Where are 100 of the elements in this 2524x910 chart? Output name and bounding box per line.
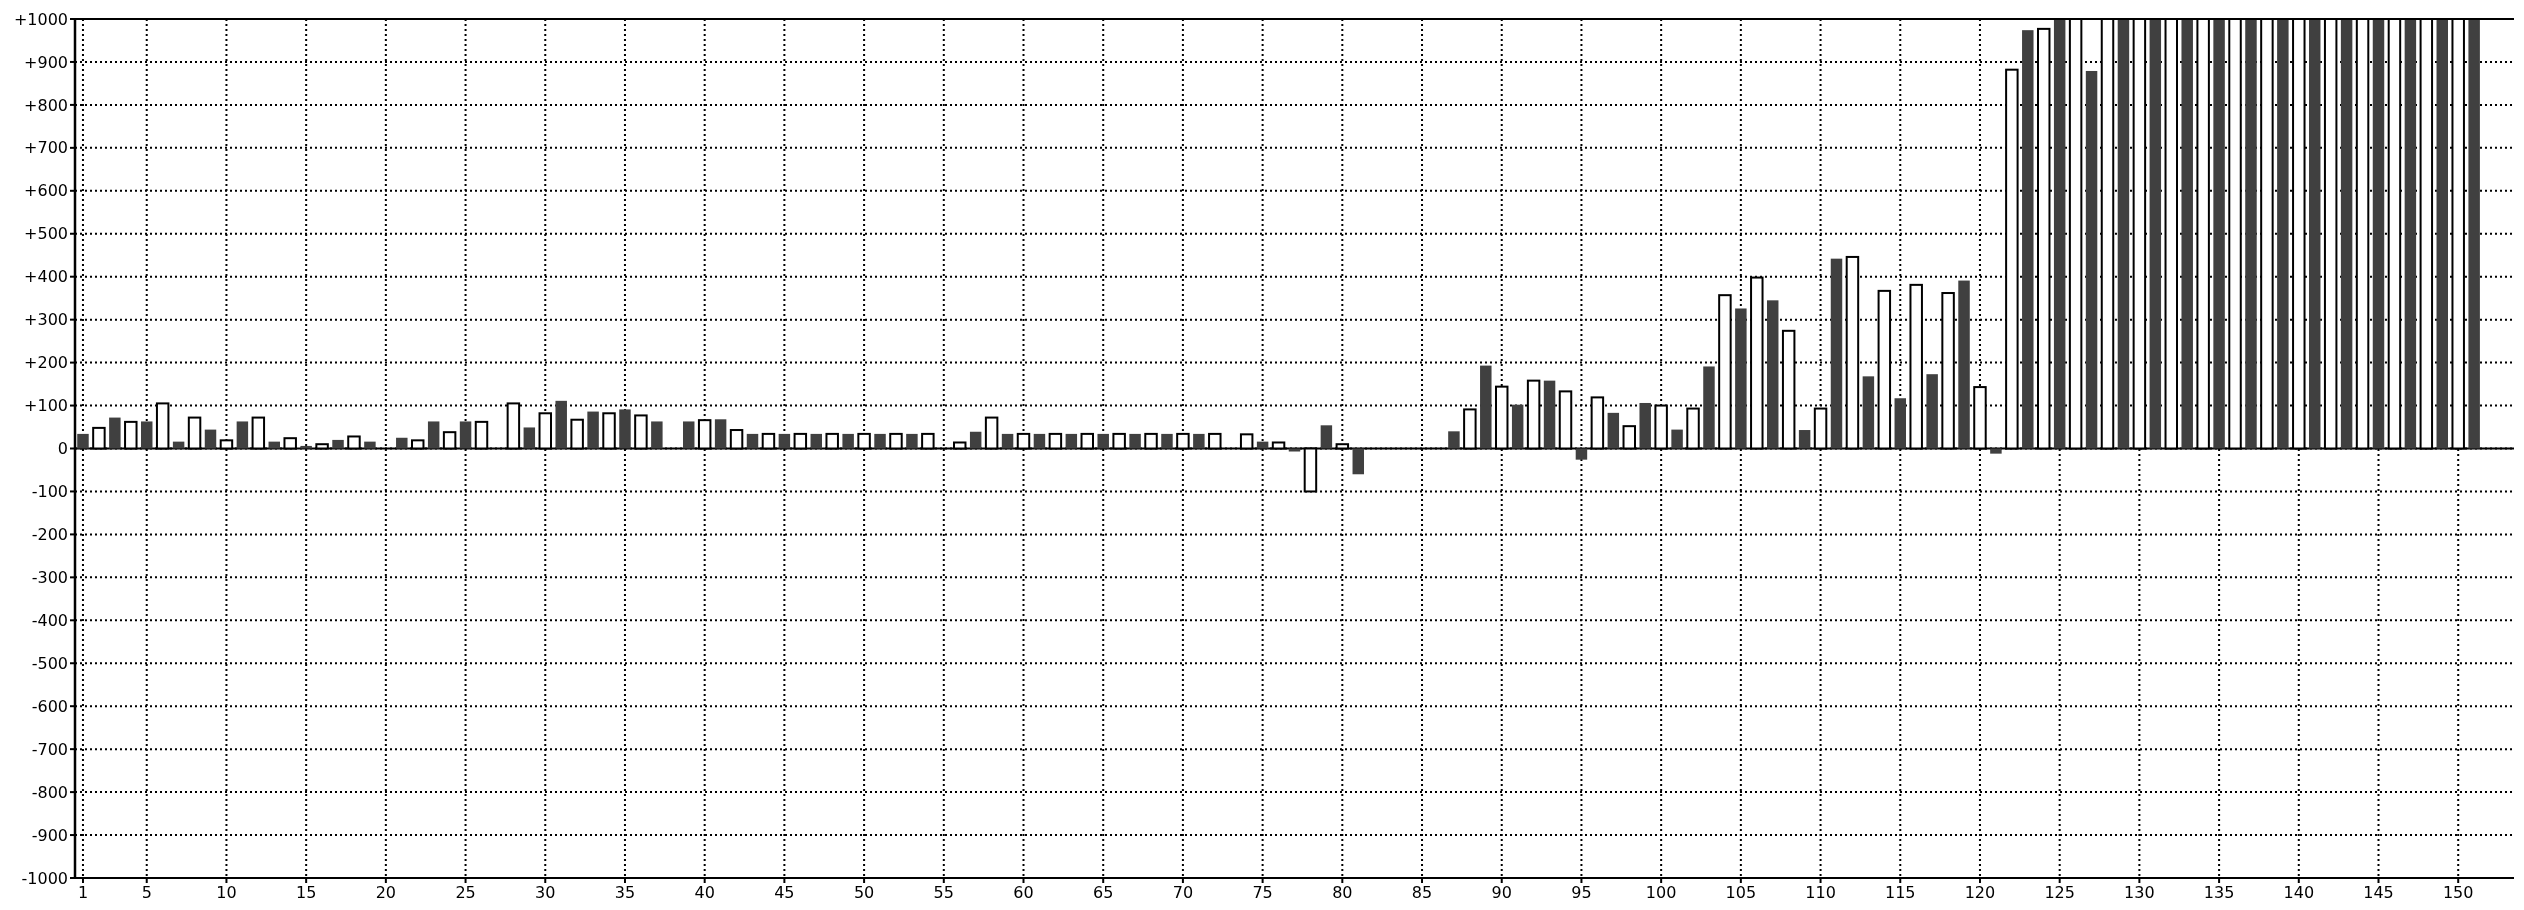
x-tick-label: 80: [1332, 883, 1353, 902]
bar: [2053, 19, 2066, 449]
y-tick-label: 0: [57, 439, 68, 459]
bar: [1543, 380, 1556, 449]
bar: [1288, 448, 1301, 452]
x-tick-label: 10: [216, 883, 237, 902]
y-tick-label: +700: [24, 138, 68, 158]
bar: [1575, 448, 1588, 460]
bar: [2309, 19, 2321, 449]
bar: [619, 409, 631, 449]
x-tick-label: 40: [694, 883, 715, 902]
y-tick-label: +400: [24, 267, 68, 287]
x-tick-label: 145: [2363, 883, 2394, 902]
y-tick-label: -800: [31, 782, 68, 802]
y-tick-label: +600: [24, 181, 68, 201]
y-tick-label: -400: [31, 610, 68, 630]
y-tick-label: -100: [31, 482, 68, 502]
bar: [969, 431, 982, 449]
y-tick-label: -600: [31, 696, 68, 716]
x-tick-label: 90: [1491, 883, 1512, 902]
x-tick-label: 50: [853, 883, 875, 902]
bar: [1001, 433, 1014, 449]
bar: [1256, 441, 1269, 449]
bar: [906, 433, 918, 449]
bar: [810, 433, 822, 449]
x-tick-label: 150: [2442, 883, 2474, 902]
bar: [236, 421, 249, 449]
y-tick-label: +100: [24, 396, 68, 416]
bar: [109, 417, 121, 449]
x-tick-label: 55: [933, 883, 954, 902]
bar: [714, 419, 727, 449]
bar: [1735, 308, 1747, 449]
bar: [874, 433, 886, 449]
bar: [2022, 30, 2034, 449]
bar: [2181, 19, 2193, 449]
y-tick-label: -700: [31, 739, 68, 759]
bar: [2436, 19, 2449, 449]
bar: [396, 437, 408, 449]
bar: [2245, 19, 2257, 449]
bar: [1990, 448, 2002, 454]
bar: [1894, 398, 1907, 449]
y-tick-label: -1000: [21, 868, 68, 888]
x-tick-label: 110: [1805, 883, 1836, 902]
bar: [2213, 19, 2225, 449]
y-tick-label: -900: [31, 825, 68, 845]
x-tick-label: 135: [2203, 883, 2235, 902]
bar: [555, 400, 567, 449]
bar: [1480, 365, 1492, 449]
bar: [1958, 280, 1970, 449]
bar: [1352, 448, 1365, 475]
x-tick-label: 65: [1093, 883, 1114, 902]
x-tick-label: 25: [455, 883, 476, 902]
x-tick-label: 60: [1013, 883, 1034, 902]
bar: [1798, 430, 1811, 449]
x-tick-label: 1: [77, 883, 89, 902]
x-tick-label: 75: [1252, 883, 1273, 902]
bar: [268, 441, 280, 449]
bar: [364, 441, 376, 449]
bar: [1097, 433, 1109, 449]
bar: [2340, 19, 2353, 449]
bar: [300, 445, 312, 449]
bar: [2372, 19, 2385, 449]
x-tick-label: 70: [1172, 883, 1194, 902]
bar: [1161, 433, 1173, 449]
bar: [1448, 431, 1460, 449]
bar: [651, 421, 663, 449]
x-tick-label: 45: [774, 883, 795, 902]
bar: [172, 441, 185, 449]
bar: [1193, 433, 1205, 449]
bar: [1926, 374, 1938, 449]
bar: [204, 429, 217, 449]
x-tick-label: 130: [2124, 883, 2155, 902]
x-tick-label: 125: [2044, 883, 2075, 902]
bar: [1671, 429, 1683, 449]
bar: [332, 439, 344, 449]
y-tick-label: +200: [24, 353, 68, 373]
bar: [141, 421, 153, 449]
bar: [2277, 19, 2289, 449]
bar: [1703, 366, 1715, 449]
x-tick-label: 120: [1964, 883, 1996, 902]
bar: [1607, 412, 1620, 449]
x-tick-label: 140: [2283, 883, 2315, 902]
bar: [1129, 433, 1141, 449]
bar: [1033, 433, 1046, 449]
bar: [523, 427, 536, 449]
y-tick-label: +500: [24, 224, 68, 244]
bar: [1862, 376, 1875, 449]
bar: [683, 421, 695, 449]
y-tick-label: +900: [24, 52, 68, 72]
x-tick-label: 115: [1884, 883, 1916, 902]
x-tick-label: 20: [375, 883, 397, 902]
y-tick-label: +1000: [13, 9, 68, 29]
bar: [77, 433, 89, 449]
x-tick-label: 85: [1411, 883, 1433, 902]
bar: [2149, 19, 2162, 449]
y-tick-label: -200: [31, 525, 68, 544]
bar: [2117, 19, 2130, 449]
bar: [1511, 404, 1524, 449]
y-tick-label: -500: [31, 653, 68, 673]
bar: [459, 421, 472, 449]
